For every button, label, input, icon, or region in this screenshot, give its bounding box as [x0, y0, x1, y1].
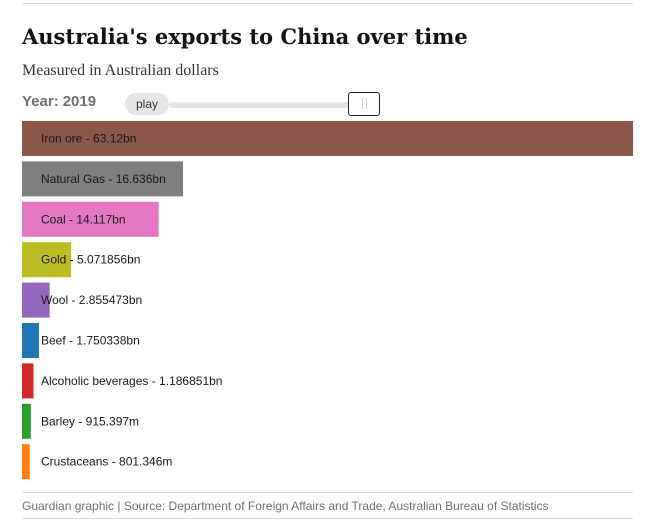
bar-gold — [22, 242, 72, 278]
top-divider — [22, 3, 633, 4]
bar-crustaceans — [22, 444, 30, 480]
year-value: 2019 — [62, 93, 97, 110]
bar-label-barley: Barley - 915.397m — [41, 414, 139, 428]
year-slider-thumb[interactable] — [348, 92, 380, 116]
bar-label-iron-ore: Iron ore - 63.12bn — [41, 132, 136, 146]
chart-subtitle: Measured in Australian dollars — [22, 62, 219, 79]
bar-natural-gas — [22, 161, 184, 197]
bar-barley — [22, 403, 31, 439]
year-label: Year: 2019 — [22, 93, 96, 110]
bar-wool — [22, 282, 50, 318]
footer-divider-bottom — [22, 518, 633, 519]
year-slider-track[interactable] — [169, 102, 379, 108]
bar-iron-ore — [22, 121, 633, 156]
grip-icon — [362, 98, 367, 109]
bar-beef — [22, 323, 39, 358]
bar-label-beef: Beef - 1.750338bn — [41, 334, 140, 348]
bar-coal — [22, 201, 159, 237]
footer-divider-top — [22, 492, 633, 493]
bar-label-coal: Coal - 14.117bn — [41, 212, 126, 226]
bar-alcoholic-beverages — [22, 363, 34, 399]
chart-title: Australia's exports to China over time — [22, 24, 468, 49]
bar-label-wool: Wool - 2.855473bn — [41, 293, 142, 307]
source-credit: Guardian graphic | Source: Department of… — [22, 499, 549, 513]
play-button[interactable]: play — [125, 93, 169, 115]
bar-label-crustaceans: Crustaceans - 801.346m — [41, 455, 172, 469]
bar-label-alcoholic-beverages: Alcoholic beverages - 1.186851bn — [41, 374, 222, 388]
bar-chart: Iron ore - 63.12bn Natural Gas - 16.636bn… — [22, 121, 633, 480]
bar-label-natural-gas: Natural Gas - 16.636bn — [41, 172, 166, 186]
bar-label-gold: Gold - 5.071856bn — [41, 253, 140, 267]
year-controls: Year: 2019 play — [22, 92, 633, 116]
year-prefix: Year: — [22, 93, 59, 110]
